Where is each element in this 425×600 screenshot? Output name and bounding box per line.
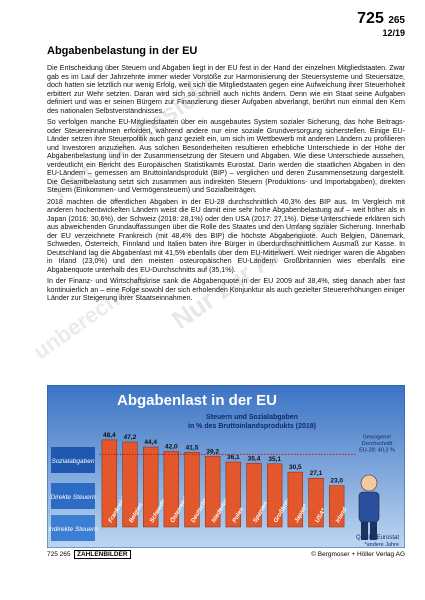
- reference-label: Gewogener: [363, 434, 392, 440]
- value-label: 47,2: [124, 434, 137, 441]
- note: *andere Jahre: [364, 542, 399, 548]
- footer-copyright: © Bergmoser + Höller Verlag AG: [311, 551, 405, 558]
- value-label: 39,2: [206, 448, 219, 455]
- bar: [163, 451, 180, 528]
- chart: Abgabenlast in der EU Steuern und Sozial…: [47, 385, 405, 548]
- bar: [122, 441, 138, 528]
- header: 725 265 12/19: [357, 10, 405, 38]
- value-label: 30,5: [289, 464, 302, 471]
- panel-label: Sozialabgaben: [51, 458, 94, 465]
- value-label: 41,5: [186, 444, 199, 451]
- panel: [51, 447, 95, 473]
- number: 725: [357, 10, 384, 27]
- value-label: 27,1: [310, 470, 323, 477]
- panel-label: Indirekte Steuern: [48, 526, 98, 533]
- value-label: 36,1: [227, 454, 240, 461]
- paragraph: In der Finanz- und Wirtschaftskrise sank…: [47, 277, 405, 302]
- bar: [328, 485, 345, 528]
- subnumber: 265: [388, 15, 405, 26]
- value-label: 48,4: [103, 432, 116, 439]
- value-label: 44,4: [144, 439, 157, 446]
- value-label: 42,0: [165, 443, 178, 450]
- bar: [204, 456, 221, 528]
- paragraph: So verfolgen manche EU-Mitgliedstaaten ü…: [47, 118, 405, 194]
- bar: [266, 463, 283, 528]
- chart-title: Abgabenlast in der EU: [117, 392, 277, 409]
- chart-subtitle: in % des Bruttoinlandsprodukts (2018): [188, 423, 316, 430]
- panel: [51, 483, 95, 509]
- bar: [225, 461, 242, 528]
- body-text: Die Entscheidung über Steuern und Abgabe…: [47, 64, 405, 306]
- value-label: 23,0: [330, 478, 343, 485]
- reference-label: Durchschnitt: [362, 441, 393, 447]
- value-label: 35,4: [248, 455, 261, 462]
- paragraph: Die Entscheidung über Steuern und Abgabe…: [47, 64, 405, 115]
- person: [358, 474, 380, 540]
- issue: 12/19: [382, 28, 405, 38]
- chart-subtitle: Steuern und Sozialabgaben: [206, 414, 298, 421]
- bar: [184, 452, 200, 528]
- panel-label: Direkte Steuern: [50, 494, 96, 501]
- bar: [101, 439, 118, 528]
- reference-label: EU-28: 40,3 %: [359, 447, 395, 453]
- bar: [142, 446, 159, 528]
- footer-brand: ZAHLENBILDER: [74, 550, 131, 559]
- panel: [51, 515, 95, 541]
- source: Quelle: Eurostat: [356, 535, 399, 541]
- value-label: 35,1: [268, 456, 281, 463]
- heading: Abgabenbelastung in der EU: [47, 45, 198, 57]
- footer-number: 725 265: [47, 551, 71, 558]
- bar: [246, 463, 262, 528]
- bar: [287, 471, 304, 528]
- paragraph: 2018 machten die öffentlichen Abgaben in…: [47, 197, 405, 274]
- bar: [308, 477, 324, 528]
